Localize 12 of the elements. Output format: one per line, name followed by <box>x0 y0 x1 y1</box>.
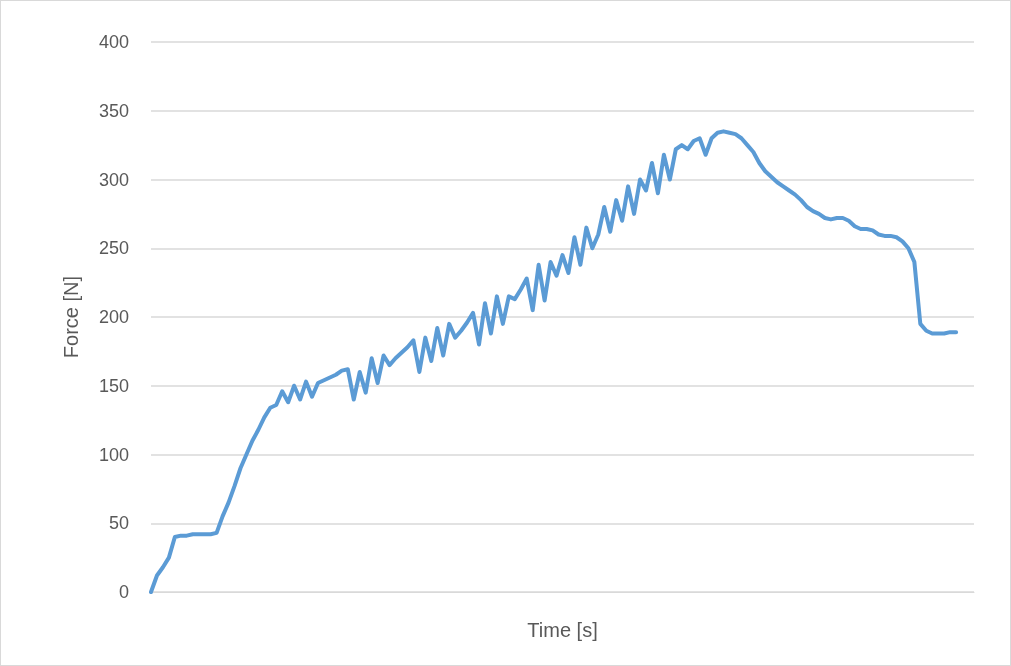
y-tick-label: 200 <box>98 307 129 327</box>
y-tick-label: 350 <box>98 100 129 121</box>
y-tick-label: 250 <box>98 238 129 259</box>
y-tick-label: 0 <box>118 582 129 602</box>
y-tick-label: 300 <box>98 169 129 190</box>
y-tick-label: 50 <box>108 513 129 534</box>
y-tick-label: 150 <box>98 375 129 396</box>
y-tick-label: 100 <box>98 444 129 465</box>
line-series <box>149 129 959 594</box>
y-tick-label: 400 <box>98 32 129 52</box>
x-axis-title: Time [s] <box>527 619 598 641</box>
y-axis-title: Force [N] <box>60 275 82 359</box>
